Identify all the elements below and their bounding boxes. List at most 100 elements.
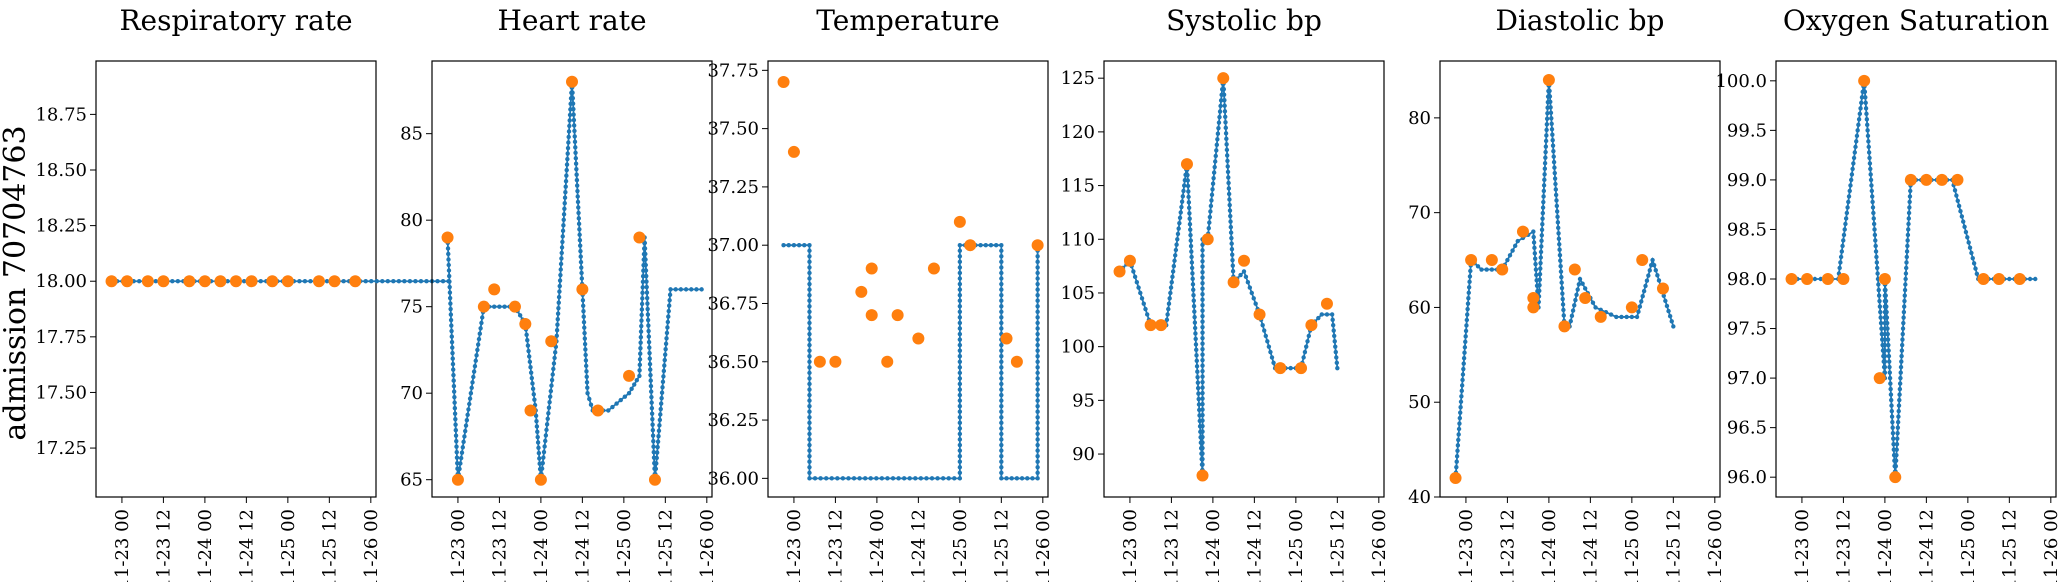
series-point: [999, 453, 1004, 459]
y-tick-label: 17.75: [35, 327, 87, 348]
series-point: [1136, 285, 1141, 290]
series-point: [1304, 344, 1309, 349]
series-point: [1035, 320, 1040, 326]
series-point: [561, 212, 567, 217]
series-point: [957, 431, 963, 437]
series-point: [555, 322, 560, 327]
series-point: [807, 326, 812, 331]
series-point: [1844, 210, 1850, 216]
series-point: [1194, 364, 1200, 369]
y-tick-label: 96.0: [1727, 467, 1767, 488]
series-point: [1639, 299, 1644, 304]
series-point: [1851, 155, 1857, 161]
series-point: [1878, 309, 1883, 315]
series-point: [1465, 306, 1470, 312]
series-point: [1555, 214, 1560, 220]
observation-marker: [183, 275, 196, 288]
series-point: [1035, 342, 1040, 348]
series-point: [999, 265, 1004, 270]
series-point: [1302, 349, 1308, 355]
series-point: [640, 296, 645, 301]
series-point: [1459, 394, 1464, 399]
series-point: [1035, 398, 1040, 403]
series-point: [1197, 407, 1202, 413]
series-point: [1194, 347, 1199, 353]
series-point: [999, 442, 1004, 448]
y-tick-label: 36.00: [707, 468, 759, 489]
series-point: [1646, 273, 1651, 278]
x-tick-label: 11-26 00: [361, 509, 382, 582]
series-point: [1558, 258, 1563, 263]
series-point: [807, 309, 812, 315]
series-point: [1871, 216, 1876, 221]
series-point: [957, 259, 963, 265]
series-point: [536, 445, 541, 450]
series-point: [1878, 320, 1884, 326]
series-point: [957, 348, 963, 353]
series-point: [1214, 142, 1220, 148]
series-point: [1840, 243, 1845, 249]
series-point: [451, 383, 457, 389]
series-point: [540, 460, 545, 466]
series-point: [642, 246, 648, 251]
series-point: [829, 476, 834, 481]
series-point: [1200, 275, 1205, 280]
series-point: [564, 167, 569, 173]
series-point: [1200, 401, 1205, 407]
series-point: [643, 262, 648, 268]
series-point: [999, 287, 1004, 292]
series-point: [1458, 399, 1464, 404]
series-point: [1227, 202, 1232, 208]
series-point: [999, 281, 1004, 287]
series-point: [645, 312, 651, 317]
series-point: [454, 438, 459, 444]
series-point: [649, 405, 655, 411]
observation-marker: [1951, 173, 1964, 186]
series-point: [447, 273, 452, 279]
series-point: [1035, 403, 1040, 409]
series-point: [781, 242, 786, 248]
series-point: [584, 369, 589, 374]
series-point: [574, 166, 579, 172]
series-point: [642, 240, 648, 246]
observation-marker: [787, 145, 800, 158]
series-point: [1864, 117, 1870, 122]
series-point: [1215, 137, 1220, 142]
series-point: [1955, 198, 1960, 203]
series-point: [492, 304, 497, 309]
x-tick-label: 11-24 00: [531, 509, 552, 582]
series-point: [448, 301, 453, 306]
series-point: [1967, 245, 1973, 250]
series-point: [807, 331, 812, 337]
series-point: [1226, 186, 1232, 191]
observation-marker: [349, 275, 362, 288]
series-point: [1570, 308, 1576, 313]
series-point: [1550, 143, 1556, 148]
series-point: [1223, 120, 1228, 125]
series-point: [637, 357, 643, 362]
series-point: [1886, 342, 1891, 348]
series-point: [454, 455, 460, 460]
series-point: [1882, 348, 1888, 353]
series-point: [646, 334, 652, 339]
series-point: [561, 217, 566, 223]
series-point: [1200, 335, 1205, 341]
series-point: [807, 354, 812, 359]
observation-marker: [477, 300, 490, 313]
series-point: [551, 361, 557, 366]
series-point: [1898, 364, 1904, 370]
series-point: [1561, 313, 1566, 318]
series-point: [1543, 149, 1548, 155]
series-point: [1650, 257, 1655, 263]
series-point: [1189, 249, 1194, 254]
series-point: [574, 183, 580, 188]
series-point: [1226, 180, 1231, 186]
plot-frame: [431, 60, 713, 498]
series-point: [1539, 233, 1545, 238]
series-point: [1901, 320, 1906, 326]
series-point: [1265, 339, 1270, 344]
y-tick-label: 40: [1408, 487, 1431, 508]
series-point: [517, 313, 523, 318]
series-point: [999, 392, 1004, 398]
series-point: [1200, 292, 1205, 297]
